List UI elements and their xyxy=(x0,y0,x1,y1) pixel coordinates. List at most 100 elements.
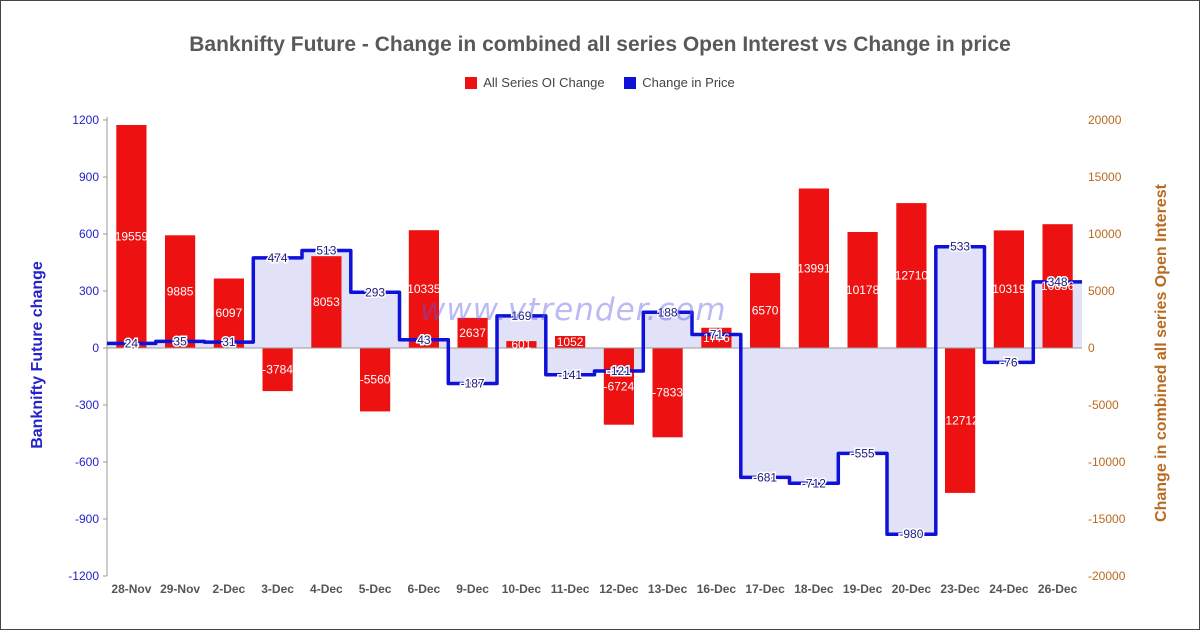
oi-data-label: 1052 xyxy=(557,335,584,349)
oi-data-label: 2637 xyxy=(459,326,486,340)
oi-data-label: 12710 xyxy=(895,269,929,283)
x-tick-label: 2-Dec xyxy=(213,582,246,596)
x-tick-label: 4-Dec xyxy=(310,582,343,596)
y-left-tick-label: 1200 xyxy=(72,113,99,127)
legend-swatch-oi xyxy=(465,76,478,89)
data-labels: 19559 9885 6097 -3784 8053 -5560 10335 2637 601 1… xyxy=(115,230,1075,543)
price-data-label: 513 xyxy=(316,244,336,258)
oi-data-label: 601 xyxy=(511,338,531,352)
chart-axes: 1200 900 600 300 0 -300 -600 -900 -1200 20000 1500… xyxy=(68,113,1125,596)
legend-item-oi: All Series OI Change xyxy=(465,75,605,90)
x-tick-label: 12-Dec xyxy=(599,582,639,596)
x-tick-label: 10-Dec xyxy=(502,582,542,596)
y-right-tick-label: 15000 xyxy=(1088,170,1122,184)
price-data-label: 31 xyxy=(222,335,236,349)
x-tick-label: 23-Dec xyxy=(940,582,980,596)
oi-data-label: -7833 xyxy=(652,386,683,400)
y-right-tick-label: -20000 xyxy=(1088,569,1126,583)
x-tick-label: 24-Dec xyxy=(989,582,1029,596)
x-tick-label: 29-Nov xyxy=(160,582,200,596)
x-tick-label: 6-Dec xyxy=(408,582,441,596)
y-left-tick-label: 600 xyxy=(79,227,99,241)
oi-bars xyxy=(116,125,1073,493)
price-data-label: -141 xyxy=(558,368,582,382)
oi-data-label: 1776 xyxy=(703,331,730,345)
price-data-label: 533 xyxy=(950,240,970,254)
oi-bar xyxy=(457,317,488,348)
oi-bar xyxy=(1042,224,1073,348)
x-tick-label: 28-Nov xyxy=(111,582,151,596)
legend-item-price: Change in Price xyxy=(624,75,735,90)
chart-legend: All Series OI Change Change in Price xyxy=(0,75,1200,92)
oi-data-label: -6724 xyxy=(604,379,635,393)
legend-label-price: Change in Price xyxy=(642,75,735,90)
x-tick-label: 19-Dec xyxy=(843,582,883,596)
x-tick-label: 11-Dec xyxy=(551,582,590,596)
oi-data-label: 19559 xyxy=(115,230,149,244)
oi-bar xyxy=(603,348,634,425)
oi-bar xyxy=(408,230,439,348)
chart-title: Banknifty Future - Change in combined al… xyxy=(189,33,1011,56)
x-tick-label: 5-Dec xyxy=(359,582,392,596)
price-data-label: -76 xyxy=(1000,355,1018,369)
oi-data-label: 8053 xyxy=(313,295,340,309)
price-data-label: -555 xyxy=(851,446,875,460)
y-left-tick-label: -600 xyxy=(75,455,99,469)
oi-data-label: 10178 xyxy=(846,283,880,297)
x-tick-label: 3-Dec xyxy=(261,582,294,596)
price-data-label: -980 xyxy=(899,527,923,541)
oi-data-label: 13991 xyxy=(797,261,831,275)
price-data-label: 293 xyxy=(365,285,385,299)
x-tick-label: 18-Dec xyxy=(794,582,834,596)
price-data-label: 24 xyxy=(125,336,139,350)
y-axis-right-label: Change in combined all series Open Inter… xyxy=(1153,184,1170,522)
x-tick-label: 16-Dec xyxy=(697,582,737,596)
y-right-tick-label: 5000 xyxy=(1088,284,1115,298)
oi-bar xyxy=(798,188,829,348)
legend-label-oi: All Series OI Change xyxy=(483,75,605,90)
oi-data-label: 6570 xyxy=(752,304,779,318)
y-right-tick-label: -15000 xyxy=(1088,512,1126,526)
y-right-tick-label: -10000 xyxy=(1088,455,1126,469)
price-data-label: -681 xyxy=(753,470,777,484)
price-data-label: 43 xyxy=(417,333,431,347)
price-data-label: -121 xyxy=(607,364,631,378)
oi-bar xyxy=(165,235,196,348)
oi-data-label: -12712 xyxy=(941,414,979,428)
oi-data-label: -5560 xyxy=(360,373,391,387)
price-data-label: 474 xyxy=(268,251,288,265)
price-data-label: 348 xyxy=(1048,275,1068,289)
price-data-label: 35 xyxy=(173,334,187,348)
y-right-tick-label: 0 xyxy=(1088,341,1095,355)
y-left-tick-label: 300 xyxy=(79,284,99,298)
oi-bar xyxy=(506,341,537,348)
watermark-text: www.vtrender.com xyxy=(420,292,727,328)
oi-bar xyxy=(750,273,781,348)
oi-bar xyxy=(213,278,244,348)
oi-data-label: 10856 xyxy=(1041,279,1075,293)
oi-data-label: 10335 xyxy=(407,282,441,296)
oi-bar xyxy=(993,230,1024,348)
y-right-tick-label: 20000 xyxy=(1088,113,1122,127)
oi-data-label: 6097 xyxy=(216,306,243,320)
price-data-label: 71 xyxy=(710,328,724,342)
price-data-label: 169 xyxy=(511,309,531,323)
oi-bar xyxy=(311,256,342,348)
price-step-line xyxy=(107,244,1082,536)
y-axis-left-label: Banknifty Future change xyxy=(29,261,46,449)
oi-bar xyxy=(555,336,586,348)
price-data-label: -712 xyxy=(802,476,826,490)
price-data-label: -187 xyxy=(461,377,485,391)
oi-bar xyxy=(896,203,927,348)
price-data-label: 188 xyxy=(658,305,678,319)
price-line-group xyxy=(107,244,1082,536)
y-left-tick-label: -1200 xyxy=(68,569,99,583)
y-left-tick-label: -300 xyxy=(75,398,99,412)
y-left-tick-label: -900 xyxy=(75,512,99,526)
y-left-tick-label: 0 xyxy=(92,341,99,355)
x-tick-label: 26-Dec xyxy=(1038,582,1078,596)
oi-bar xyxy=(652,348,683,438)
x-tick-label: 20-Dec xyxy=(892,582,932,596)
y-left-tick-label: 900 xyxy=(79,170,99,184)
